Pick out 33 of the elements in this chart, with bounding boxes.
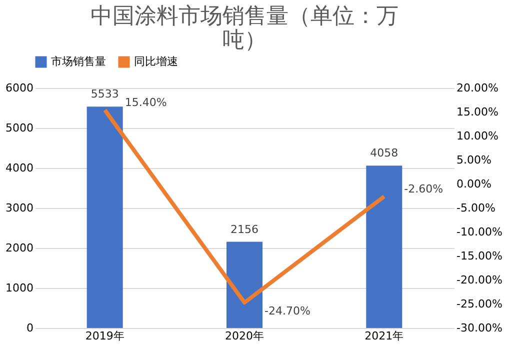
data-label: -2.60%	[404, 182, 444, 196]
y2-tick-label: 5.00%	[456, 154, 492, 166]
y2-tick-label: 15.00%	[456, 106, 498, 118]
bar	[226, 242, 262, 328]
y-tick-label: 6000	[6, 82, 34, 94]
data-label: -24.70%	[264, 304, 310, 318]
y-tick-label: 4000	[6, 162, 34, 174]
y2-tick-label: -30.00%	[456, 322, 502, 334]
y-tick-label: 2000	[6, 242, 34, 254]
legend-label: 同比增速	[134, 55, 178, 68]
data-label: 5533	[90, 88, 119, 101]
bar	[86, 106, 123, 328]
y2-tick-label: -25.00%	[456, 298, 502, 310]
y2-tick-label: -20.00%	[456, 274, 502, 286]
y2-tick-label: -5.00%	[456, 202, 496, 214]
data-label: 15.40%	[124, 96, 167, 110]
y2-tick-label: 0.00%	[456, 178, 492, 190]
chart-title: 中国涂料市场销售量（单位：万吨）	[90, 4, 398, 53]
data-label: 2156	[230, 222, 258, 236]
y-tick-label: 5000	[6, 122, 34, 134]
x-tick-label: 2020年	[225, 330, 264, 342]
x-tick-label: 2021年	[364, 330, 404, 342]
y-tick-label: 1000	[6, 282, 34, 294]
legend-label: 市场销售量	[51, 55, 106, 68]
y2-tick-label: -15.00%	[456, 250, 502, 262]
x-tick-label: 2019年	[85, 330, 124, 342]
bar	[366, 166, 402, 328]
data-label: 4058	[370, 146, 398, 160]
y-tick-label: 0	[26, 322, 34, 334]
y2-tick-label: 20.00%	[456, 82, 498, 94]
y-tick-label: 3000	[6, 202, 34, 214]
y2-tick-label: 10.00%	[456, 130, 498, 142]
y2-tick-label: -10.00%	[456, 226, 502, 238]
